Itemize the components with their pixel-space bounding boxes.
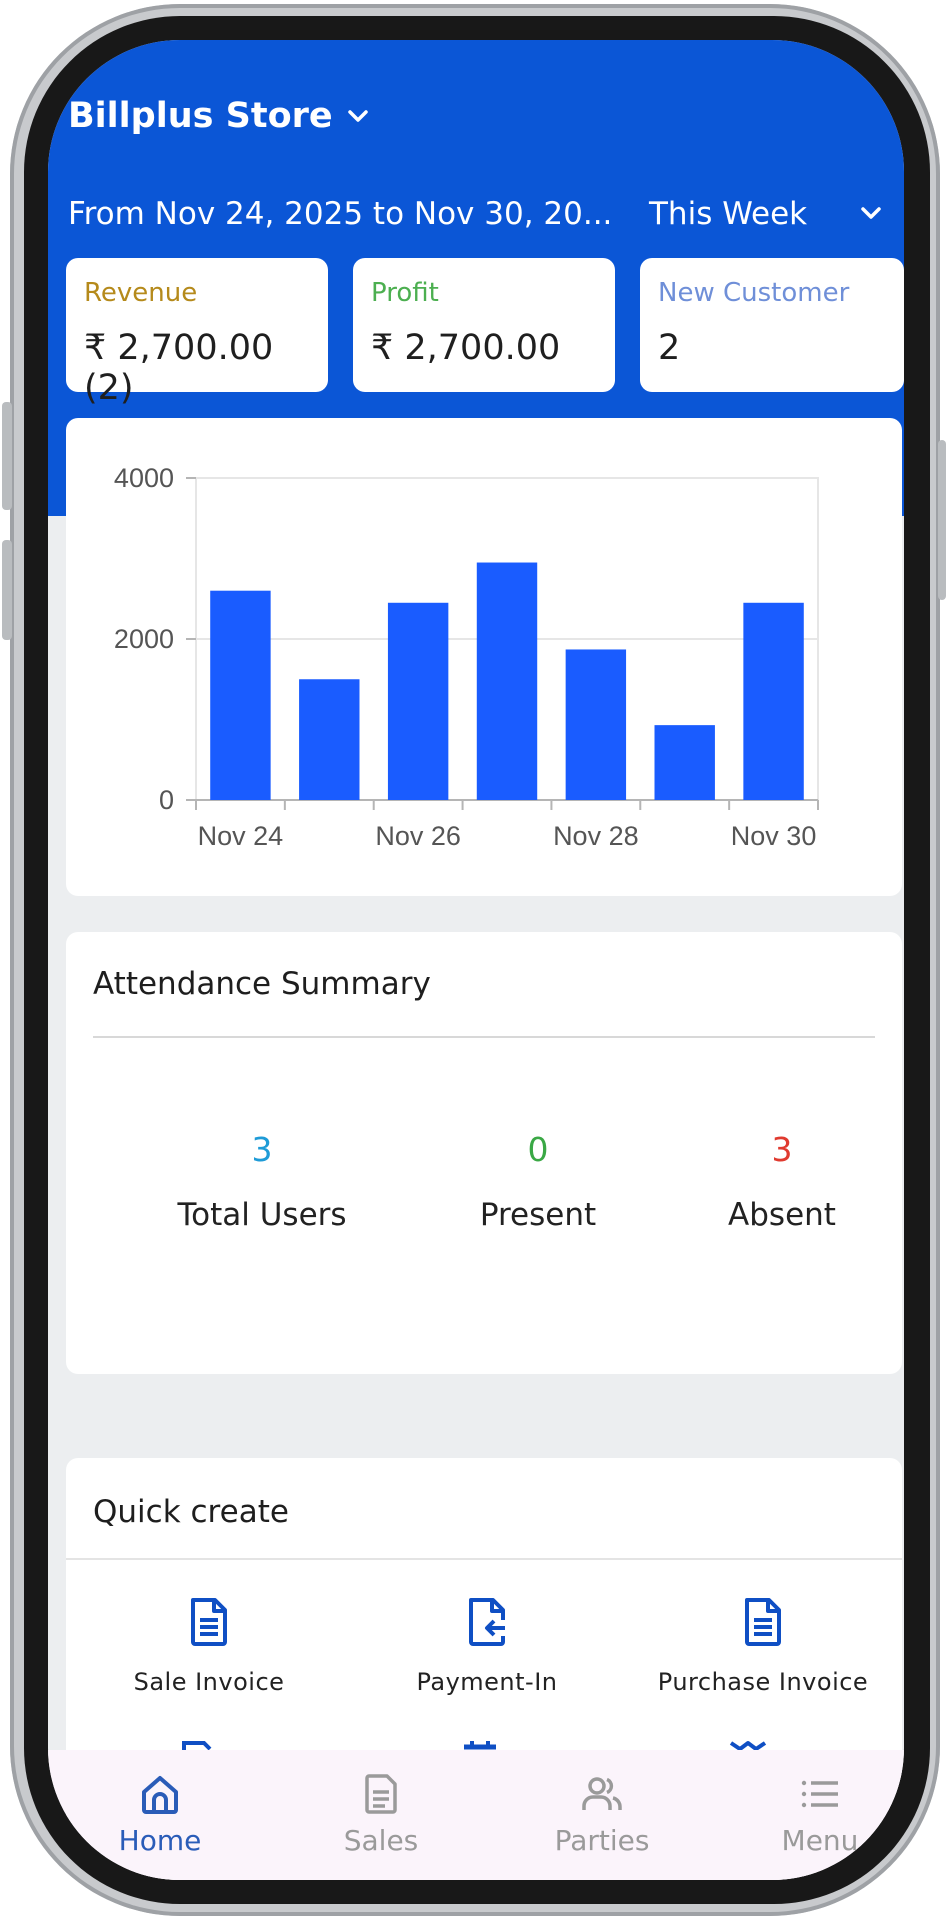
x-tick-label: Nov 24 <box>198 821 284 851</box>
absent-count: 3 <box>771 1130 793 1169</box>
bar-nov-29 <box>654 725 715 800</box>
total-users-stat: 3 Total Users <box>142 1130 382 1233</box>
wallet-icon <box>729 1741 767 1750</box>
attendance-title: Attendance Summary <box>93 966 431 1002</box>
nav-home[interactable]: Home <box>80 1772 240 1857</box>
revenue-value: ₹ 2,700.00 (2) <box>84 328 274 408</box>
profit-card[interactable]: Profit ₹ 2,700.00 <box>353 258 615 392</box>
new-customer-label: New Customer <box>658 278 850 308</box>
period-selector[interactable]: This Week <box>649 196 808 232</box>
nav-parties[interactable]: Parties <box>522 1772 682 1857</box>
revenue-chart-card: 0 2000 4000 Nov 24 Nov 26 Nov 28 Nov 30 <box>66 418 902 896</box>
bar-nov-26 <box>387 602 449 800</box>
calendar-icon <box>464 1741 496 1750</box>
invoice-icon <box>745 1598 781 1646</box>
menu-icon <box>801 1780 838 1808</box>
divider <box>93 1036 875 1038</box>
total-users-label: Total Users <box>177 1197 347 1233</box>
quick-create-label: Payment-In <box>416 1668 558 1696</box>
present-stat: 0 Present <box>418 1130 658 1233</box>
invoice-icon <box>191 1598 227 1646</box>
bar-nov-27 <box>476 562 538 800</box>
document-icon <box>365 1774 397 1814</box>
attendance-summary-card[interactable]: Attendance Summary 3 Total Users 0 Prese… <box>66 932 902 1374</box>
present-count: 0 <box>527 1130 549 1169</box>
volume-down-button <box>2 540 12 640</box>
chevron-down-icon[interactable] <box>860 202 882 224</box>
date-range-text: From Nov 24, 2025 to Nov 30, 20... <box>68 196 613 232</box>
profit-value: ₹ 2,700.00 <box>371 328 561 368</box>
bar-nov-30 <box>743 602 804 800</box>
nav-sales[interactable]: Sales <box>301 1772 461 1857</box>
power-button <box>938 440 946 600</box>
store-name: Billplus Store <box>68 96 333 136</box>
absent-stat: 3 Absent <box>662 1130 902 1233</box>
payment-in-icon <box>469 1598 509 1646</box>
x-tick-label: Nov 28 <box>553 821 639 851</box>
y-tick-label: 0 <box>159 785 174 815</box>
profit-label: Profit <box>371 278 439 308</box>
nav-label: Sales <box>343 1824 419 1857</box>
volume-up-button <box>2 402 12 510</box>
quick-create-sale-invoice[interactable]: Sale Invoice <box>69 1596 349 1696</box>
total-users-count: 3 <box>251 1130 273 1169</box>
nav-menu[interactable]: Menu <box>740 1772 900 1857</box>
bottom-navigation: Home Sales Parties <box>48 1750 904 1880</box>
document-icon <box>182 1741 212 1750</box>
bar-nov-28 <box>565 649 627 800</box>
store-selector[interactable]: Billplus Store <box>68 96 369 136</box>
nav-label: Home <box>118 1824 202 1857</box>
quick-create-label: Sale Invoice <box>133 1668 285 1696</box>
home-icon <box>142 1776 178 1814</box>
x-tick-label: Nov 30 <box>731 821 817 851</box>
quick-create-label: Purchase Invoice <box>657 1668 869 1696</box>
chevron-down-icon <box>347 110 368 122</box>
quick-create-payment-in[interactable]: Payment-In <box>347 1596 627 1696</box>
new-customer-card[interactable]: New Customer 2 <box>640 258 904 392</box>
y-tick-label: 4000 <box>114 463 174 493</box>
bar-nov-24 <box>210 590 271 800</box>
quick-create-purchase-invoice[interactable]: Purchase Invoice <box>623 1596 903 1696</box>
nav-label: Parties <box>554 1824 650 1857</box>
new-customer-value: 2 <box>658 328 681 368</box>
present-label: Present <box>479 1197 597 1233</box>
nav-label: Menu <box>781 1824 859 1857</box>
quick-create-title: Quick create <box>93 1494 289 1530</box>
revenue-label: Revenue <box>84 278 198 308</box>
revenue-bar-chart: 0 2000 4000 Nov 24 Nov 26 Nov 28 Nov 30 <box>114 463 819 851</box>
revenue-card[interactable]: Revenue ₹ 2,700.00 (2) <box>66 258 328 408</box>
people-icon <box>582 1777 622 1810</box>
divider <box>66 1558 902 1560</box>
app-screen: Billplus Store From Nov 24, 2025 to Nov … <box>48 40 904 1880</box>
y-tick-label: 2000 <box>114 624 174 654</box>
absent-label: Absent <box>728 1197 836 1233</box>
bar-nov-25 <box>299 679 360 800</box>
x-tick-label: Nov 26 <box>375 821 461 851</box>
